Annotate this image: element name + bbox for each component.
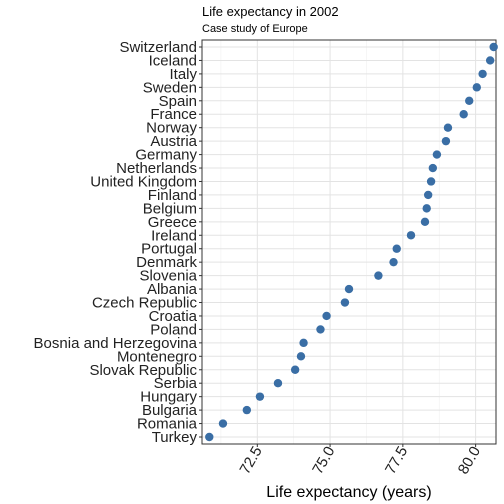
data-point	[255, 392, 265, 401]
data-points	[205, 42, 498, 442]
data-point	[478, 69, 487, 79]
x-tick-label: 80.0	[455, 444, 484, 478]
data-point	[205, 432, 214, 442]
data-point	[489, 42, 498, 52]
data-point	[242, 405, 252, 415]
y-tick-label: Serbia	[154, 375, 198, 392]
data-point	[406, 231, 416, 240]
x-tick-label: 72.5	[236, 444, 265, 478]
data-point	[290, 365, 300, 374]
y-tick-label: Slovak Republic	[89, 362, 197, 379]
y-tick-label: Denmark	[136, 254, 197, 271]
x-axis-label: Life expectancy (years)	[266, 484, 431, 501]
data-point	[389, 257, 398, 267]
y-tick-label: Montenegro	[117, 348, 197, 365]
x-tick-label: 77.5	[382, 444, 411, 478]
data-point	[299, 338, 308, 348]
y-tick-label: Germany	[135, 147, 197, 164]
y-tick-label: Portugal	[141, 241, 197, 258]
y-tick-label: Italy	[169, 66, 197, 83]
data-point	[485, 56, 495, 65]
data-point	[392, 244, 401, 253]
y-tick-label: Poland	[150, 321, 197, 338]
data-point	[273, 379, 283, 388]
data-point	[340, 298, 350, 307]
data-point	[316, 325, 325, 334]
y-tick-label: Netherlands	[116, 160, 197, 177]
data-point	[344, 284, 354, 294]
y-tick-label: Croatia	[149, 308, 198, 325]
y-tick-label: Austria	[150, 133, 197, 150]
y-tick-label: Romania	[137, 416, 198, 433]
y-tick-label: United Kingdom	[90, 173, 197, 190]
data-point	[428, 163, 438, 173]
data-point	[420, 217, 430, 227]
y-tick-label: Spain	[159, 93, 197, 110]
y-tick-label: Greece	[148, 214, 197, 231]
chart-title: Life expectancy in 2002	[202, 4, 339, 19]
y-tick-label: France	[150, 106, 197, 123]
data-point	[432, 150, 442, 159]
data-point	[218, 419, 228, 428]
data-point	[443, 123, 453, 132]
y-tick-label: Hungary	[140, 389, 197, 406]
y-tick-label: Czech Republic	[92, 295, 198, 312]
data-point	[322, 311, 331, 321]
data-point	[374, 271, 383, 280]
data-point	[459, 110, 468, 119]
grid-lines	[202, 40, 496, 444]
chart-subtitle: Case study of Europe	[202, 23, 308, 35]
y-tick-label: Bosnia and Herzegovina	[34, 335, 198, 352]
y-tick-labels: SwitzerlandIcelandItalySwedenSpainFrance…	[34, 39, 202, 446]
data-point	[423, 190, 433, 200]
y-tick-label: Albania	[147, 281, 198, 298]
data-point	[472, 83, 481, 92]
y-tick-label: Finland	[148, 187, 197, 204]
data-point	[441, 136, 451, 146]
y-tick-label: Ireland	[151, 227, 197, 244]
plot-panel	[201, 39, 497, 445]
data-point	[422, 204, 431, 213]
y-tick-label: Iceland	[149, 52, 197, 69]
y-tick-label: Belgium	[143, 200, 197, 217]
y-tick-label: Turkey	[152, 429, 198, 446]
y-tick-label: Bulgaria	[142, 402, 198, 419]
data-point	[465, 96, 474, 105]
y-tick-label: Switzerland	[119, 39, 197, 56]
x-tick-labels: 72.5 75.0 77.5 80.0	[236, 444, 484, 478]
y-tick-label: Norway	[146, 120, 197, 137]
data-point	[296, 352, 306, 361]
x-tick-label: 75.0	[309, 444, 338, 478]
y-tick-label: Slovenia	[139, 268, 197, 285]
y-tick-label: Sweden	[143, 79, 197, 96]
data-point	[426, 177, 436, 186]
